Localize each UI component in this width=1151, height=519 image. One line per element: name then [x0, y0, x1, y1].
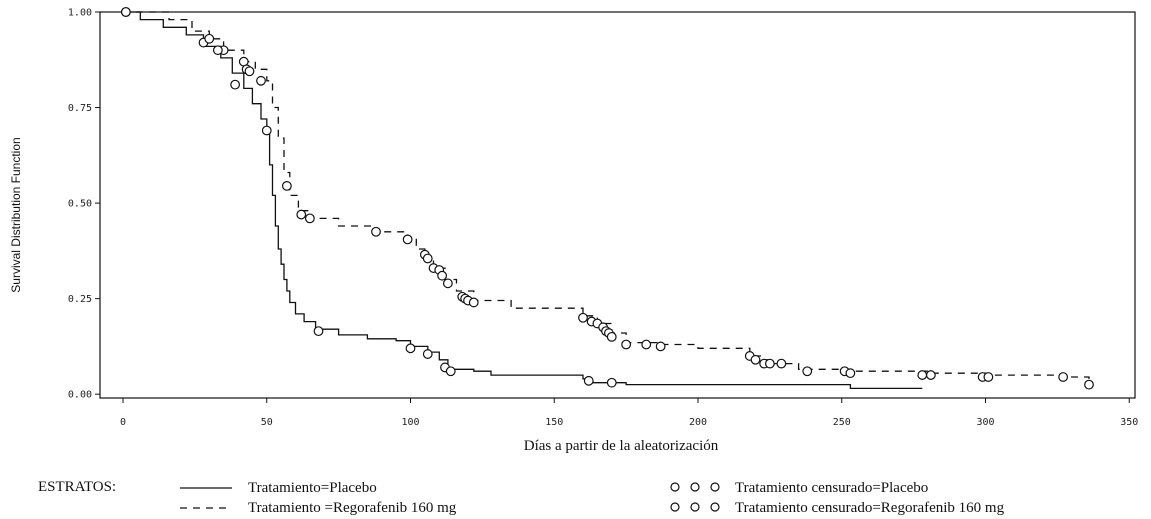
plot-frame — [99, 11, 1136, 399]
legend-item-censored-regorafenib: Tratamiento censurado=Regorafenib 160 mg — [735, 500, 1005, 516]
x-axis-label: Días a partir de la aleatorización — [524, 438, 719, 454]
censor-mark-regorafenib — [422, 253, 433, 264]
legend-swatch-censored-regorafenib — [670, 502, 720, 512]
censor-mark-regorafenib — [802, 366, 813, 377]
censor-mark-regorafenib — [764, 358, 775, 369]
censor-mark-regorafenib — [256, 75, 266, 86]
censor-mark-regorafenib — [442, 278, 453, 289]
censor-mark-regorafenib — [925, 370, 936, 380]
x-tick-label: 200 — [689, 417, 707, 428]
censor-mark-regorafenib — [1084, 379, 1094, 390]
censor-mark-regorafenib — [296, 209, 307, 220]
censor-mark-regorafenib — [983, 372, 994, 382]
y-tick-label: 0.25 — [68, 294, 92, 305]
censor-mark-regorafenib — [468, 297, 479, 308]
censor-mark-regorafenib — [578, 312, 588, 323]
placebo-curve — [123, 11, 923, 390]
legend-item-placebo: Tratamiento=Placebo — [248, 480, 377, 496]
censor-mark-regorafenib — [655, 341, 666, 352]
y-tick-label: 1.00 — [68, 8, 92, 19]
regorafenib-curve — [123, 11, 1090, 383]
censor-mark-regorafenib — [402, 234, 413, 245]
censor-mark-placebo — [405, 343, 416, 354]
legend-item-censored-placebo: Tratamiento censurado=Placebo — [735, 480, 928, 496]
x-tick-label: 100 — [401, 417, 419, 428]
censor-mark-placebo — [422, 349, 433, 359]
y-tick-label: 0.50 — [68, 199, 92, 210]
x-tick-label: 300 — [976, 417, 994, 428]
censor-mark-regorafenib — [621, 339, 632, 350]
plot-border — [99, 11, 1136, 399]
censor-mark-regorafenib — [212, 45, 223, 56]
censor-mark-regorafenib — [917, 370, 928, 380]
censor-mark-regorafenib — [437, 270, 448, 281]
censor-mark-placebo — [606, 377, 617, 388]
legend-item-regorafenib: Tratamiento =Regorafenib 160 mg — [248, 500, 457, 516]
censor-mark-placebo — [583, 375, 594, 386]
censor-mark-regorafenib — [244, 66, 255, 77]
x-tick-label: 250 — [833, 417, 851, 428]
y-axis: 0.00 0.25 0.50 0.75 1.00 — [68, 8, 100, 401]
censor-mark-regorafenib — [606, 331, 617, 342]
censor-mark-placebo — [261, 125, 272, 136]
y-tick-label: 0.00 — [68, 390, 92, 401]
censor-mark-regorafenib — [641, 339, 652, 350]
censor-mark-regorafenib — [750, 354, 761, 365]
legend-title: ESTRATOS: — [38, 479, 116, 495]
legend-swatch-censored-placebo — [670, 482, 720, 492]
censor-mark-regorafenib — [204, 33, 215, 44]
censor-mark-placebo — [230, 79, 241, 90]
x-tick-label: 0 — [120, 417, 126, 428]
censor-mark-regorafenib — [281, 180, 292, 191]
censor-mark-regorafenib — [845, 368, 856, 379]
censor-mark-regorafenib — [371, 226, 381, 237]
censor-mark-regorafenib — [304, 213, 315, 224]
censor-mark-regorafenib — [776, 358, 787, 369]
censor-markers — [120, 7, 1094, 390]
survival-curves — [123, 11, 1090, 390]
censor-mark-regorafenib — [120, 7, 131, 17]
x-tick-label: 50 — [261, 417, 273, 428]
x-axis: 0 50 100 150 200 250 300 350 — [120, 398, 1138, 428]
y-tick-label: 0.75 — [68, 103, 92, 114]
censor-mark-regorafenib — [1058, 372, 1069, 382]
censor-mark-placebo — [445, 366, 456, 377]
censor-mark-placebo — [313, 326, 324, 337]
legend: ESTRATOS: Tratamiento=Placebo Tratamient… — [38, 479, 1005, 516]
x-tick-label: 150 — [545, 417, 563, 428]
x-tick-label: 350 — [1120, 417, 1138, 428]
y-axis-label: Survival Distribution Function — [9, 137, 23, 292]
